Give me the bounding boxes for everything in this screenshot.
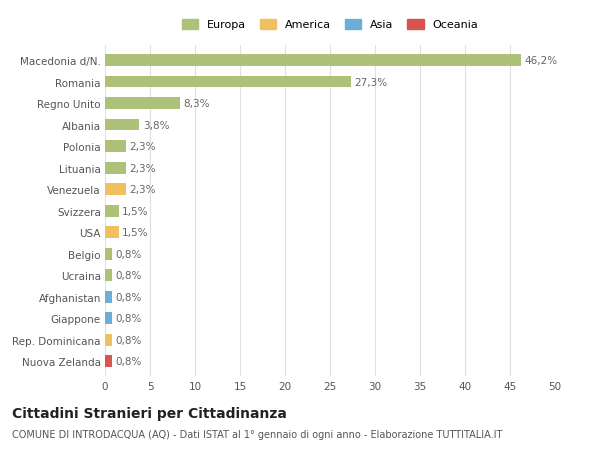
Bar [105, 248, 112, 260]
Text: Cittadini Stranieri per Cittadinanza: Cittadini Stranieri per Cittadinanza [12, 406, 287, 420]
Bar [105, 98, 180, 110]
Text: 0,8%: 0,8% [116, 270, 142, 280]
Bar [105, 162, 126, 174]
Bar [105, 334, 112, 346]
Text: 8,3%: 8,3% [184, 99, 210, 109]
Text: 1,5%: 1,5% [122, 228, 149, 238]
Bar [105, 355, 112, 367]
Text: 2,3%: 2,3% [130, 185, 156, 195]
Text: 1,5%: 1,5% [122, 206, 149, 216]
Bar [105, 184, 126, 196]
Text: 27,3%: 27,3% [354, 78, 388, 87]
Text: COMUNE DI INTRODACQUA (AQ) - Dati ISTAT al 1° gennaio di ogni anno - Elaborazion: COMUNE DI INTRODACQUA (AQ) - Dati ISTAT … [12, 429, 502, 439]
Text: 2,3%: 2,3% [130, 142, 156, 152]
Text: 0,8%: 0,8% [116, 335, 142, 345]
Bar [105, 269, 112, 281]
Text: 0,8%: 0,8% [116, 356, 142, 366]
Legend: Europa, America, Asia, Oceania: Europa, America, Asia, Oceania [178, 17, 482, 34]
Text: 0,8%: 0,8% [116, 249, 142, 259]
Text: 0,8%: 0,8% [116, 292, 142, 302]
Bar [105, 77, 351, 88]
Text: 0,8%: 0,8% [116, 313, 142, 324]
Text: 2,3%: 2,3% [130, 163, 156, 173]
Text: 46,2%: 46,2% [524, 56, 557, 66]
Bar [105, 205, 119, 217]
Bar [105, 55, 521, 67]
Bar [105, 227, 119, 239]
Text: 3,8%: 3,8% [143, 120, 169, 130]
Bar [105, 119, 139, 131]
Bar [105, 313, 112, 325]
Bar [105, 141, 126, 153]
Bar [105, 291, 112, 303]
